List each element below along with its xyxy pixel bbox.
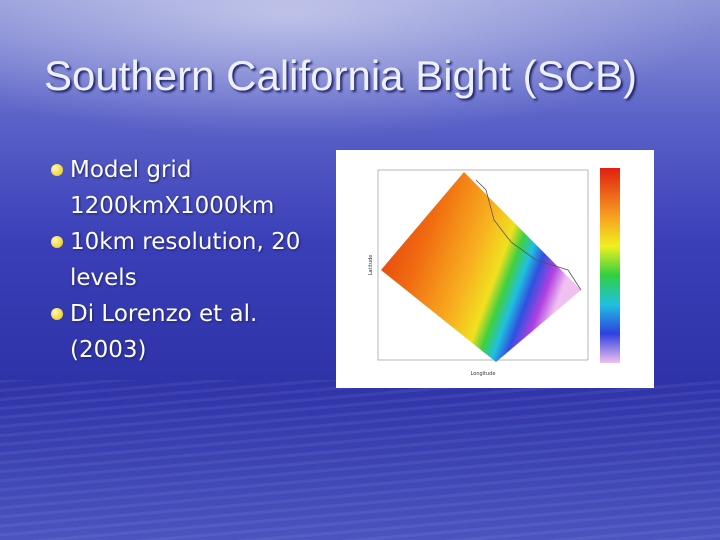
map: Latitude Longitude (368, 168, 620, 377)
slide-title: Southern California Bight (SCB) (44, 52, 637, 99)
bullet: Di Lorenzo et al. (2003) (48, 296, 310, 368)
bullet: Model grid 1200kmX1000km (48, 152, 310, 224)
coastline (475, 179, 582, 291)
figure: Latitude Longitude (336, 150, 654, 388)
axis-label: Longitude (471, 371, 496, 377)
axis-label: Latitude (368, 255, 374, 276)
model-domain (381, 172, 581, 362)
bullet-list: Model grid 1200kmX1000km 10km resolution… (48, 152, 310, 368)
color-bar (600, 168, 620, 363)
plot-frame (377, 169, 589, 361)
bullet: 10km resolution, 20 levels (48, 224, 310, 296)
background (0, 380, 720, 540)
background (0, 0, 720, 140)
